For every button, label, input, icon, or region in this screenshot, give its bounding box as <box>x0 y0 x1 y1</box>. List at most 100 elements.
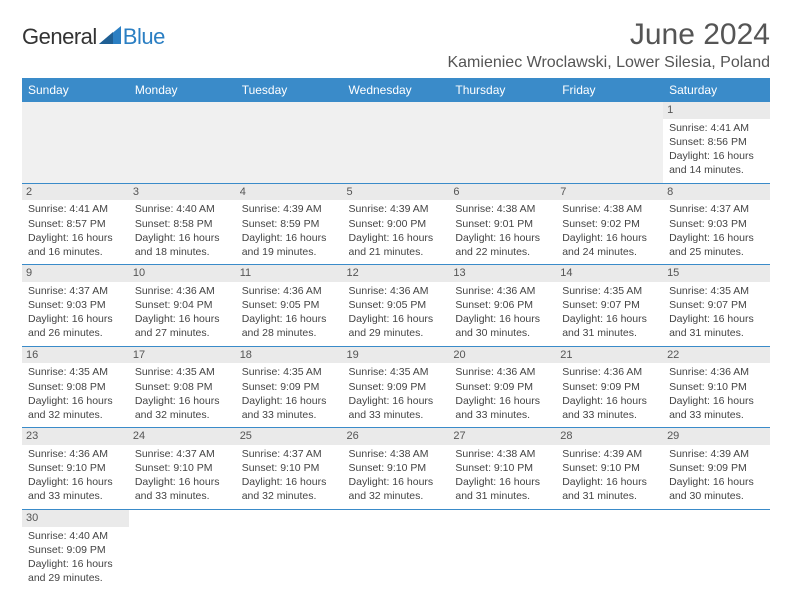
month-title: June 2024 <box>447 18 770 52</box>
daylight-text: Daylight: 16 hours <box>135 231 230 245</box>
daylight-text: and 26 minutes. <box>28 326 123 340</box>
calendar-day-cell: 5Sunrise: 4:39 AMSunset: 9:00 PMDaylight… <box>343 183 450 265</box>
daylight-text: Daylight: 16 hours <box>562 312 657 326</box>
daylight-text: and 31 minutes. <box>562 489 657 503</box>
sunrise-text: Sunrise: 4:36 AM <box>28 447 123 461</box>
calendar-week-row: 2Sunrise: 4:41 AMSunset: 8:57 PMDaylight… <box>22 183 770 265</box>
day-number: 15 <box>663 265 770 282</box>
sunset-text: Sunset: 9:10 PM <box>562 461 657 475</box>
day-number: 4 <box>236 184 343 201</box>
sunset-text: Sunset: 9:02 PM <box>562 217 657 231</box>
sunrise-text: Sunrise: 4:40 AM <box>28 529 123 543</box>
calendar-week-row: 1Sunrise: 4:41 AMSunset: 8:56 PMDaylight… <box>22 102 770 183</box>
daylight-text: Daylight: 16 hours <box>669 231 764 245</box>
day-number: 18 <box>236 347 343 364</box>
daylight-text: and 30 minutes. <box>669 489 764 503</box>
sunset-text: Sunset: 9:03 PM <box>28 298 123 312</box>
calendar-day-cell: 23Sunrise: 4:36 AMSunset: 9:10 PMDayligh… <box>22 428 129 510</box>
sunrise-text: Sunrise: 4:38 AM <box>562 202 657 216</box>
sunrise-text: Sunrise: 4:35 AM <box>135 365 230 379</box>
daylight-text: and 19 minutes. <box>242 245 337 259</box>
daylight-text: and 31 minutes. <box>455 489 550 503</box>
title-block: June 2024 Kamieniec Wroclawski, Lower Si… <box>447 18 770 72</box>
brand-general: General <box>22 24 97 50</box>
header: General Blue June 2024 Kamieniec Wroclaw… <box>22 18 770 72</box>
calendar-day-cell: 1Sunrise: 4:41 AMSunset: 8:56 PMDaylight… <box>663 102 770 183</box>
sunrise-text: Sunrise: 4:37 AM <box>28 284 123 298</box>
calendar-week-row: 16Sunrise: 4:35 AMSunset: 9:08 PMDayligh… <box>22 346 770 428</box>
calendar-empty-cell <box>236 102 343 183</box>
daylight-text: Daylight: 16 hours <box>242 475 337 489</box>
sunrise-text: Sunrise: 4:35 AM <box>349 365 444 379</box>
daylight-text: Daylight: 16 hours <box>349 231 444 245</box>
calendar-day-cell: 21Sunrise: 4:36 AMSunset: 9:09 PMDayligh… <box>556 346 663 428</box>
daylight-text: and 33 minutes. <box>242 408 337 422</box>
sunset-text: Sunset: 9:10 PM <box>669 380 764 394</box>
calendar-week-row: 30Sunrise: 4:40 AMSunset: 9:09 PMDayligh… <box>22 509 770 590</box>
daylight-text: Daylight: 16 hours <box>669 149 764 163</box>
day-number: 16 <box>22 347 129 364</box>
sunset-text: Sunset: 9:01 PM <box>455 217 550 231</box>
sunset-text: Sunset: 9:09 PM <box>562 380 657 394</box>
calendar-day-cell: 19Sunrise: 4:35 AMSunset: 9:09 PMDayligh… <box>343 346 450 428</box>
daylight-text: and 33 minutes. <box>349 408 444 422</box>
sunset-text: Sunset: 9:07 PM <box>669 298 764 312</box>
daylight-text: Daylight: 16 hours <box>455 312 550 326</box>
logo-triangle-icon <box>99 26 121 49</box>
daylight-text: and 27 minutes. <box>135 326 230 340</box>
calendar-day-cell: 26Sunrise: 4:38 AMSunset: 9:10 PMDayligh… <box>343 428 450 510</box>
calendar-empty-cell <box>343 509 450 590</box>
daylight-text: Daylight: 16 hours <box>669 312 764 326</box>
calendar-day-cell: 11Sunrise: 4:36 AMSunset: 9:05 PMDayligh… <box>236 265 343 347</box>
day-number: 8 <box>663 184 770 201</box>
calendar-empty-cell <box>129 509 236 590</box>
sunset-text: Sunset: 8:58 PM <box>135 217 230 231</box>
calendar-day-cell: 17Sunrise: 4:35 AMSunset: 9:08 PMDayligh… <box>129 346 236 428</box>
daylight-text: and 25 minutes. <box>669 245 764 259</box>
brand-blue: Blue <box>123 24 165 50</box>
daylight-text: and 29 minutes. <box>349 326 444 340</box>
day-number: 1 <box>663 102 770 119</box>
sunrise-text: Sunrise: 4:37 AM <box>135 447 230 461</box>
calendar-day-cell: 29Sunrise: 4:39 AMSunset: 9:09 PMDayligh… <box>663 428 770 510</box>
daylight-text: and 31 minutes. <box>669 326 764 340</box>
calendar-empty-cell <box>236 509 343 590</box>
calendar-empty-cell <box>129 102 236 183</box>
calendar-week-row: 9Sunrise: 4:37 AMSunset: 9:03 PMDaylight… <box>22 265 770 347</box>
sunset-text: Sunset: 9:06 PM <box>455 298 550 312</box>
daylight-text: and 31 minutes. <box>562 326 657 340</box>
day-number: 14 <box>556 265 663 282</box>
day-number: 25 <box>236 428 343 445</box>
daylight-text: and 33 minutes. <box>28 489 123 503</box>
daylight-text: and 30 minutes. <box>455 326 550 340</box>
day-number: 6 <box>449 184 556 201</box>
daylight-text: Daylight: 16 hours <box>28 557 123 571</box>
day-header: Thursday <box>449 78 556 102</box>
daylight-text: Daylight: 16 hours <box>242 312 337 326</box>
daylight-text: Daylight: 16 hours <box>135 312 230 326</box>
day-number: 2 <box>22 184 129 201</box>
daylight-text: and 33 minutes. <box>562 408 657 422</box>
day-header: Monday <box>129 78 236 102</box>
day-number: 23 <box>22 428 129 445</box>
daylight-text: Daylight: 16 hours <box>562 475 657 489</box>
sunrise-text: Sunrise: 4:36 AM <box>349 284 444 298</box>
daylight-text: Daylight: 16 hours <box>242 394 337 408</box>
sunset-text: Sunset: 9:08 PM <box>135 380 230 394</box>
calendar-day-cell: 14Sunrise: 4:35 AMSunset: 9:07 PMDayligh… <box>556 265 663 347</box>
daylight-text: Daylight: 16 hours <box>28 231 123 245</box>
day-header: Friday <box>556 78 663 102</box>
day-number: 11 <box>236 265 343 282</box>
day-header: Sunday <box>22 78 129 102</box>
sunrise-text: Sunrise: 4:41 AM <box>669 121 764 135</box>
sunrise-text: Sunrise: 4:35 AM <box>562 284 657 298</box>
calendar-day-cell: 10Sunrise: 4:36 AMSunset: 9:04 PMDayligh… <box>129 265 236 347</box>
calendar-day-cell: 4Sunrise: 4:39 AMSunset: 8:59 PMDaylight… <box>236 183 343 265</box>
sunrise-text: Sunrise: 4:36 AM <box>135 284 230 298</box>
calendar-week-row: 23Sunrise: 4:36 AMSunset: 9:10 PMDayligh… <box>22 428 770 510</box>
day-number: 21 <box>556 347 663 364</box>
calendar-day-cell: 7Sunrise: 4:38 AMSunset: 9:02 PMDaylight… <box>556 183 663 265</box>
daylight-text: Daylight: 16 hours <box>28 475 123 489</box>
daylight-text: and 22 minutes. <box>455 245 550 259</box>
day-number: 7 <box>556 184 663 201</box>
